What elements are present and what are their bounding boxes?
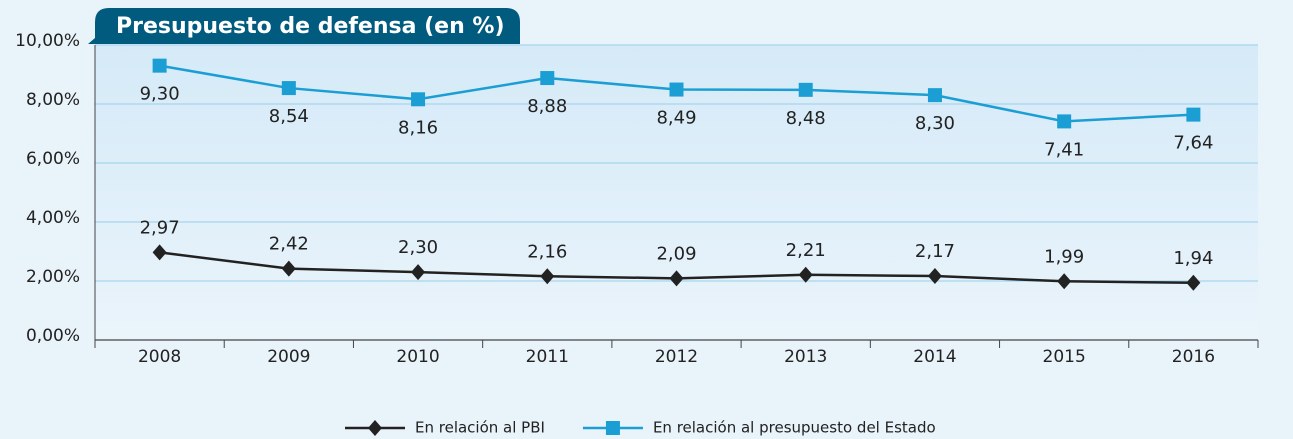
marker: [368, 420, 382, 436]
marker: [798, 82, 813, 97]
value-label: 1,99: [1044, 246, 1084, 267]
y-tick-label: 0,00%: [26, 326, 80, 346]
value-label: 8,16: [398, 117, 438, 138]
marker: [411, 92, 426, 107]
title-box: [88, 8, 520, 44]
value-label: 9,30: [140, 84, 180, 105]
y-tick-label: 10,00%: [15, 31, 80, 51]
marker: [1057, 114, 1072, 129]
legend-label: En relación al PBI: [415, 419, 545, 437]
x-tick-label: 2013: [784, 347, 827, 367]
value-label: 7,64: [1173, 133, 1213, 154]
marker: [152, 58, 167, 73]
marker: [540, 71, 555, 86]
value-label: 8,30: [915, 113, 955, 134]
marker: [798, 266, 813, 283]
x-tick-label: 2012: [655, 347, 698, 367]
value-label: 2,16: [527, 241, 567, 262]
marker: [669, 270, 684, 287]
marker: [1186, 274, 1201, 291]
marker: [927, 88, 942, 103]
value-label: 2,21: [786, 240, 826, 261]
marker: [927, 267, 942, 284]
value-label: 2,30: [398, 237, 438, 258]
marker: [669, 82, 684, 97]
marker: [1057, 273, 1072, 290]
x-tick-label: 2010: [396, 347, 439, 367]
marker: [152, 244, 167, 261]
marker: [540, 268, 555, 285]
x-tick-label: 2009: [267, 347, 310, 367]
value-label: 7,41: [1044, 139, 1084, 160]
value-label: 2,42: [269, 234, 309, 255]
x-tick-label: 2016: [1172, 347, 1215, 367]
marker: [411, 264, 426, 281]
value-label: 8,48: [786, 108, 826, 129]
marker: [1186, 107, 1201, 122]
marker: [605, 421, 620, 435]
x-tick-label: 2014: [913, 347, 956, 367]
marker: [281, 260, 296, 277]
y-tick-label: 8,00%: [26, 90, 80, 110]
legend-label: En relación al presupuesto del Estado: [653, 419, 936, 437]
value-label: 2,17: [915, 241, 955, 262]
y-tick-label: 2,00%: [26, 267, 80, 287]
x-tick-label: 2011: [526, 347, 569, 367]
x-tick-label: 2008: [138, 347, 181, 367]
value-label: 2,97: [140, 217, 180, 238]
value-label: 8,88: [527, 96, 567, 117]
value-label: 2,09: [656, 243, 696, 264]
chart-title: Presupuesto de defensa (en %): [116, 14, 505, 39]
x-tick-label: 2015: [1043, 347, 1086, 367]
value-label: 8,49: [656, 108, 696, 129]
marker: [281, 81, 296, 96]
value-label: 8,54: [269, 106, 309, 127]
y-tick-label: 6,00%: [26, 149, 80, 169]
y-tick-label: 4,00%: [26, 208, 80, 228]
value-label: 1,94: [1173, 248, 1213, 269]
